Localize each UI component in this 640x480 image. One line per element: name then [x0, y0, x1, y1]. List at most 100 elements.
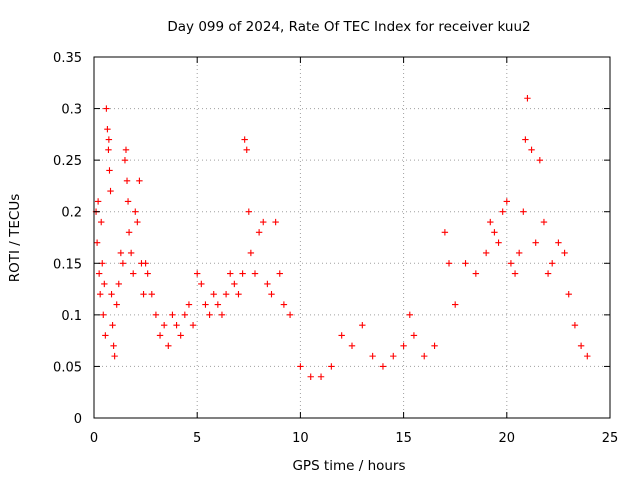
roti-point	[380, 363, 386, 369]
roti-point	[211, 291, 217, 297]
roti-point	[241, 136, 247, 142]
roti-point	[572, 322, 578, 328]
roti-point	[578, 343, 584, 349]
roti-point	[252, 270, 258, 276]
roti-point	[109, 322, 115, 328]
roti-point	[528, 147, 534, 153]
roti-point	[520, 209, 526, 215]
roti-point	[123, 147, 129, 153]
roti-point	[182, 312, 188, 318]
roti-point	[140, 291, 146, 297]
roti-point	[541, 219, 547, 225]
roti-point	[136, 178, 142, 184]
roti-point	[256, 229, 262, 235]
roti-point	[227, 270, 233, 276]
roti-point	[549, 260, 555, 266]
roti-point	[114, 301, 120, 307]
roti-point	[264, 281, 270, 287]
roti-point	[246, 209, 252, 215]
roti-point	[177, 332, 183, 338]
roti-point	[483, 250, 489, 256]
roti-point	[248, 250, 254, 256]
roti-point	[431, 343, 437, 349]
roti-point	[116, 281, 122, 287]
roti-point	[97, 291, 103, 297]
plot-frame	[94, 57, 610, 418]
roti-point	[566, 291, 572, 297]
roti-point	[231, 281, 237, 287]
grid-lines	[94, 57, 610, 418]
x-tick-label: 10	[292, 431, 309, 446]
y-tick-label: 0.15	[53, 257, 82, 272]
roti-point	[104, 126, 110, 132]
roti-point	[584, 353, 590, 359]
roti-point	[328, 363, 334, 369]
roti-point	[400, 343, 406, 349]
roti-point	[94, 239, 100, 245]
roti-point	[390, 353, 396, 359]
roti-point	[101, 281, 107, 287]
y-tick-label: 0.1	[61, 309, 82, 324]
roti-point	[407, 312, 413, 318]
roti-point	[452, 301, 458, 307]
x-tick-label: 20	[499, 431, 516, 446]
y-tick-label: 0.35	[53, 51, 82, 66]
roti-point	[512, 270, 518, 276]
roti-point	[206, 312, 212, 318]
tick-labels: 0 5 10 15 20 25 0 0.05 0.1 0.15 0.2 0.25 0.3 0.35	[53, 51, 618, 446]
roti-point	[277, 270, 283, 276]
y-tick-label: 0.05	[53, 360, 82, 375]
roti-point	[173, 322, 179, 328]
roti-point	[106, 136, 112, 142]
roti-point	[108, 291, 114, 297]
y-tick-label: 0.2	[61, 206, 82, 221]
roti-point	[473, 270, 479, 276]
roti-point	[555, 239, 561, 245]
roti-point	[421, 353, 427, 359]
y-tick-label: 0.3	[61, 103, 82, 118]
roti-point	[349, 343, 355, 349]
roti-point	[308, 374, 314, 380]
roti-point	[128, 250, 134, 256]
roti-point	[106, 167, 112, 173]
roti-point	[165, 343, 171, 349]
roti-point	[142, 260, 148, 266]
roti-point	[272, 219, 278, 225]
roti-point	[161, 322, 167, 328]
roti-point	[411, 332, 417, 338]
roti-point	[446, 260, 452, 266]
roti-point	[281, 301, 287, 307]
x-axis-label: GPS time / hours	[292, 458, 405, 474]
roti-point	[100, 312, 106, 318]
roti-point	[297, 363, 303, 369]
roti-point	[532, 239, 538, 245]
roti-point	[219, 312, 225, 318]
roti-point	[124, 178, 130, 184]
roti-point	[130, 270, 136, 276]
roti-point	[499, 209, 505, 215]
roti-point	[144, 270, 150, 276]
x-tick-label: 15	[395, 431, 412, 446]
roti-point	[194, 270, 200, 276]
roti-point	[239, 270, 245, 276]
y-axis-label: ROTI / TECUs	[7, 194, 23, 282]
roti-point	[110, 343, 116, 349]
roti-point	[111, 353, 117, 359]
roti-point	[118, 250, 124, 256]
roti-point	[186, 301, 192, 307]
x-tick-label: 0	[90, 431, 98, 446]
axis-ticks	[94, 57, 610, 418]
roti-point	[287, 312, 293, 318]
roti-point	[157, 332, 163, 338]
roti-point	[561, 250, 567, 256]
roti-point	[149, 291, 155, 297]
roti-point	[120, 260, 126, 266]
roti-point	[125, 198, 131, 204]
roti-point	[134, 219, 140, 225]
roti-point	[215, 301, 221, 307]
roti-point	[516, 250, 522, 256]
roti-point	[122, 157, 128, 163]
roti-point	[235, 291, 241, 297]
roti-point	[202, 301, 208, 307]
